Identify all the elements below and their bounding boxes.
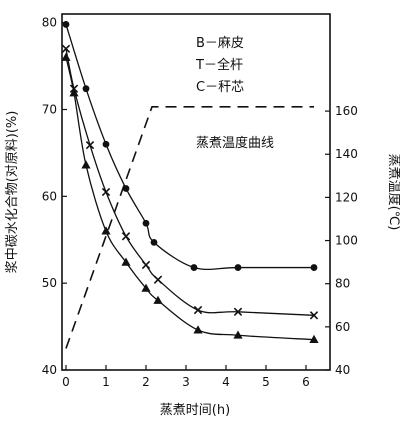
triangle-data-point — [309, 334, 319, 344]
y-tick-label: 40 — [42, 363, 57, 377]
cross-data-point — [309, 311, 319, 320]
x-tick-label: 0 — [62, 375, 70, 389]
plot-frame — [61, 13, 331, 371]
legend-entry-t: T－全杆 — [195, 57, 243, 73]
triangle-data-point — [101, 226, 111, 235]
triangle-data-point — [69, 88, 79, 97]
y2-tick-label: 60 — [335, 320, 350, 334]
temperature-curve-annotation: 蒸煮温度曲线 — [196, 135, 274, 151]
circle-data-point — [310, 264, 318, 271]
y2-tick-label: 120 — [335, 190, 358, 204]
triangle-data-point — [141, 283, 151, 292]
circle-data-point — [150, 238, 158, 246]
legend-entry-b: B－麻皮 — [196, 36, 244, 51]
x-tick-label: 4 — [222, 375, 230, 389]
triangle-data-point — [193, 325, 203, 334]
y-tick-label: 70 — [42, 103, 57, 117]
y2-axis-label: 蒸煮温度(℃) — [386, 154, 400, 231]
y2-tick-label: 40 — [335, 363, 350, 377]
triangle-data-point — [153, 295, 163, 304]
cross-data-point — [85, 140, 95, 150]
triangle-data-point — [61, 52, 71, 61]
y-tick-label: 80 — [42, 16, 57, 30]
circle-data-point — [142, 219, 150, 227]
x-tick-label: 5 — [262, 375, 270, 389]
cross-data-point — [121, 232, 131, 241]
series-triangle-line — [65, 57, 315, 341]
cross-data-point — [153, 275, 163, 284]
triangle-data-point — [121, 257, 131, 266]
series-layer — [61, 21, 319, 349]
triangle-data-point — [233, 330, 243, 339]
cross-data-point — [61, 44, 71, 53]
circle-data-point — [82, 85, 90, 93]
x-tick-label: 3 — [182, 375, 190, 389]
x-tick-label: 1 — [102, 375, 110, 389]
x-tick-label: 2 — [142, 375, 150, 389]
temperature-curve-line — [65, 105, 314, 349]
y2-tick-label: 100 — [335, 234, 358, 248]
triangle-data-point — [81, 160, 91, 169]
y2-tick-label: 80 — [335, 277, 350, 291]
x-axis-label: 蒸煮时间(h) — [160, 403, 230, 418]
cross-data-point — [193, 305, 203, 315]
x-tick-label: 6 — [302, 375, 310, 389]
y2-tick-label: 140 — [335, 147, 358, 161]
cross-data-point — [101, 187, 111, 197]
circle-data-point — [190, 264, 198, 271]
legend-entry-c: C－秆芯 — [196, 80, 244, 95]
series-cross-line — [65, 48, 315, 316]
y-axis-label: 浆中碳水化合物(对原料)(%) — [5, 111, 20, 274]
y-tick-label: 60 — [42, 189, 57, 203]
y2-tick-label: 160 — [335, 104, 358, 118]
y-tick-label: 50 — [42, 276, 57, 290]
cross-data-point — [233, 307, 243, 316]
circle-data-point — [62, 21, 70, 28]
circle-data-point — [234, 264, 242, 271]
circle-data-point — [102, 140, 110, 148]
cross-data-point — [141, 260, 151, 270]
